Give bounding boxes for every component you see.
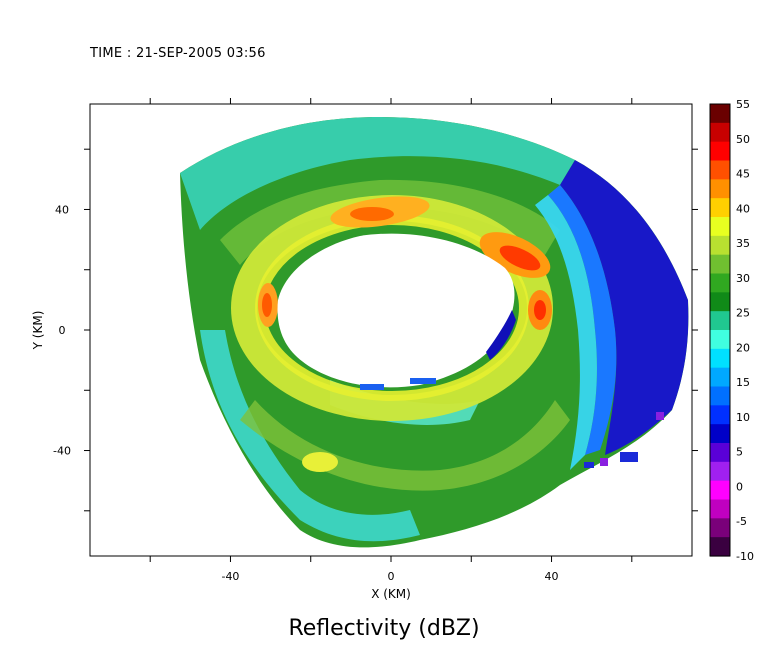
colorbar-tick-label: 40 xyxy=(736,202,750,215)
colorbar-swatch xyxy=(710,311,730,331)
colorbar-swatch xyxy=(710,348,730,369)
time-label: TIME : 21-SEP-2005 03:56 xyxy=(90,46,266,61)
colorbar-tick-label: 20 xyxy=(736,341,750,354)
x-tick-label: 40 xyxy=(545,570,559,583)
colorbar-swatch xyxy=(710,518,730,538)
colorbar-swatch xyxy=(710,104,730,124)
colorbar-swatch xyxy=(710,292,730,312)
chart-title: Reflectivity (dBZ) xyxy=(288,616,480,641)
colorbar-swatch xyxy=(710,273,730,293)
x-tick-label: 0 xyxy=(388,570,395,583)
y-tick-label: -40 xyxy=(53,445,71,458)
colorbar-tick-label: 15 xyxy=(736,376,750,389)
colorbar-tick-label: 45 xyxy=(736,168,750,181)
storm-eye xyxy=(277,233,515,388)
reflectivity-field xyxy=(180,117,689,548)
colorbar-swatch xyxy=(710,461,730,482)
colorbar-swatch xyxy=(710,160,730,180)
colorbar-tick-label: 55 xyxy=(736,98,750,111)
colorbar-tick-label: -10 xyxy=(736,550,754,563)
colorbar-swatch xyxy=(710,367,730,388)
colorbar-swatch xyxy=(710,141,730,162)
x-axis-label: X (KM) xyxy=(371,587,411,601)
colorbar-swatch xyxy=(710,235,730,256)
colorbar-swatch xyxy=(710,499,730,519)
y-tick-label: 0 xyxy=(59,324,66,337)
colorbar-swatch xyxy=(710,405,730,425)
colorbar-tick-label: 35 xyxy=(736,237,750,250)
colorbar-swatch xyxy=(710,330,730,350)
y-axis-label: Y (KM) xyxy=(31,311,45,351)
colorbar-tick-label: 0 xyxy=(736,480,743,493)
x-tick-label: -40 xyxy=(221,570,239,583)
colorbar-swatch xyxy=(710,537,730,557)
colorbar-swatch xyxy=(710,198,730,218)
colorbar-tick-label: 30 xyxy=(736,272,750,285)
colorbar-swatch xyxy=(710,179,730,199)
colorbar-tick-label: 5 xyxy=(736,446,743,459)
colorbar-tick-label: 10 xyxy=(736,411,750,424)
colorbar-tick-label: 50 xyxy=(736,133,750,146)
colorbar-swatch xyxy=(710,122,730,143)
colorbar-tick-label: -5 xyxy=(736,515,747,528)
y-tick-label: 40 xyxy=(55,203,69,216)
colorbar-tick-label: 25 xyxy=(736,307,750,320)
colorbar-swatch xyxy=(710,480,730,501)
colorbar-swatch xyxy=(710,254,730,275)
colorbar-swatch xyxy=(710,386,730,406)
colorbar-frame xyxy=(709,103,731,557)
colorbar-swatch xyxy=(710,217,730,237)
axes: -40 0 40 40 0 -40 xyxy=(53,98,698,583)
colorbar-swatch xyxy=(710,443,730,463)
colorbar-swatch xyxy=(710,424,730,444)
